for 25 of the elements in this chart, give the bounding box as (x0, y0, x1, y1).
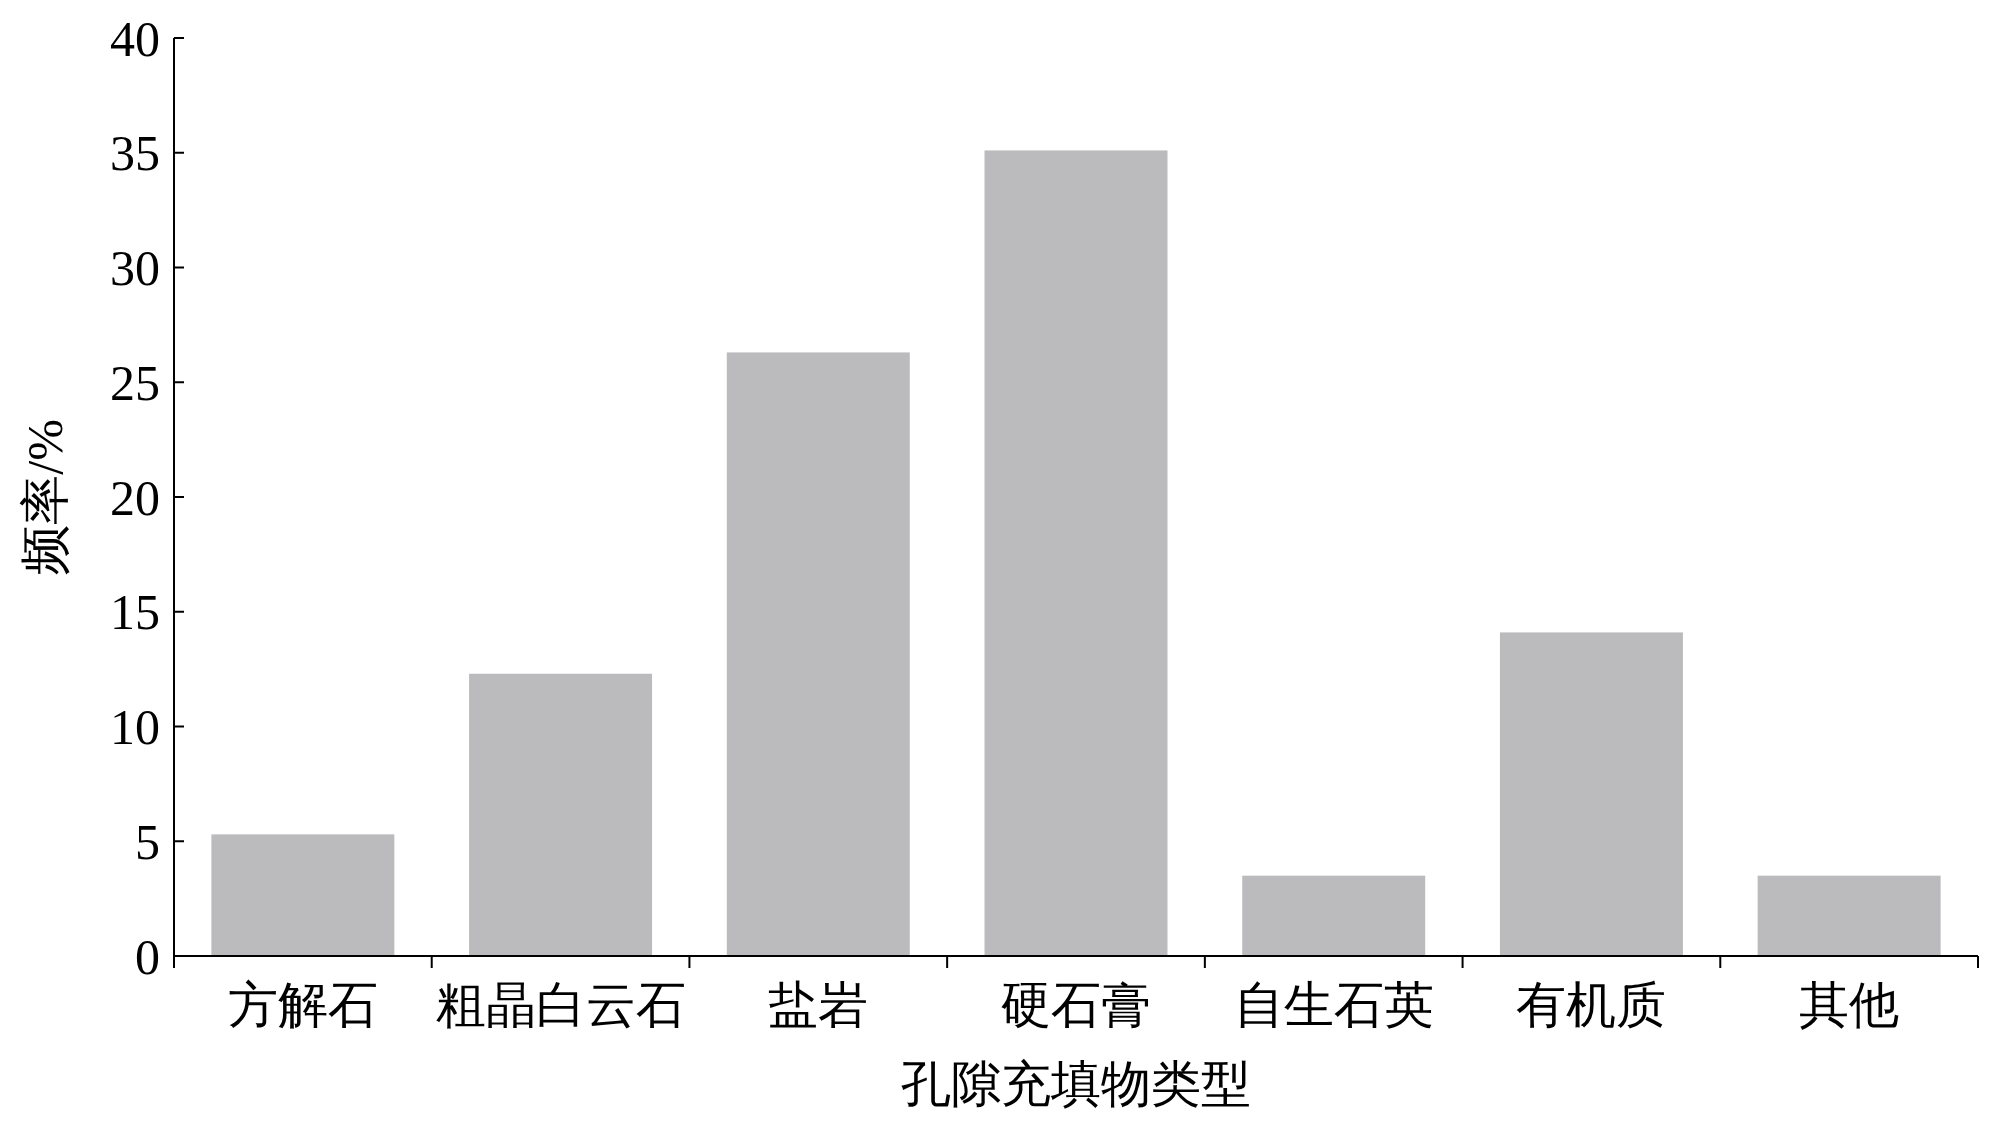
y-tick-label: 20 (110, 469, 160, 526)
y-tick-label: 15 (110, 584, 160, 641)
bar (211, 834, 395, 956)
bar (1242, 875, 1426, 956)
y-tick-label: 25 (110, 354, 160, 411)
x-axis-title: 孔隙充填物类型 (901, 1056, 1251, 1112)
x-tick-label: 盐岩 (768, 977, 869, 1033)
x-tick-label: 其他 (1799, 977, 1900, 1033)
bar (1757, 875, 1941, 956)
bar (1499, 632, 1683, 956)
x-tick-label: 自生石英 (1233, 977, 1434, 1033)
x-tick-label: 方解石 (227, 977, 378, 1033)
bar (726, 352, 910, 956)
bar (469, 673, 653, 956)
y-tick-label: 35 (110, 125, 160, 182)
y-tick-label: 5 (135, 813, 160, 870)
y-tick-label: 40 (110, 10, 160, 67)
y-tick-label: 30 (110, 240, 160, 296)
y-axis-title: 频率/% (17, 419, 73, 575)
x-tick-label: 粗晶白云石 (435, 977, 686, 1033)
x-tick-label: 有机质 (1516, 977, 1667, 1033)
y-tick-label: 0 (135, 928, 160, 985)
y-tick-label: 10 (110, 699, 160, 755)
bar (984, 150, 1168, 956)
x-tick-label: 硬石膏 (1001, 977, 1151, 1033)
